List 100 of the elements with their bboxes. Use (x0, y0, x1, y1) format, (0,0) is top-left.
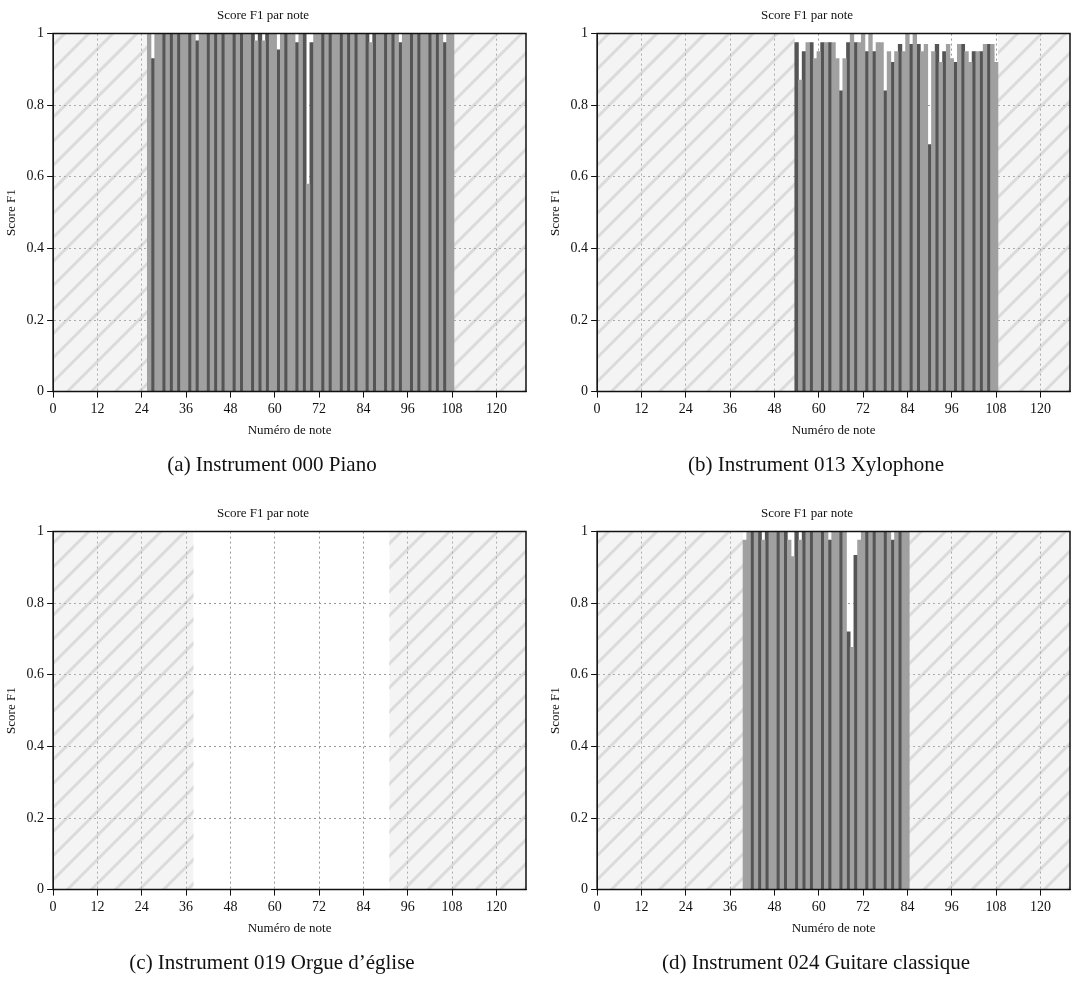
bar (379, 33, 385, 392)
x-tick-label: 120 (485, 400, 507, 416)
x-tick-label: 84 (900, 898, 915, 914)
bar (254, 40, 259, 392)
y-tick-label: 0.6 (570, 168, 589, 184)
x-tick-label: 72 (312, 400, 327, 416)
y-tick-label: 0.8 (26, 594, 45, 610)
bar (246, 33, 252, 392)
bar (342, 33, 348, 392)
x-tick-label: 12 (634, 898, 649, 914)
bar (805, 42, 810, 392)
x-tick-label: 24 (678, 400, 693, 416)
x-tick-label: 96 (400, 400, 415, 416)
bar (842, 58, 847, 392)
x-tick-label: 72 (856, 898, 871, 914)
x-tick-label: 120 (485, 898, 507, 914)
bar (894, 51, 899, 392)
y-axis-title: Score F1 (547, 687, 563, 734)
bar (257, 33, 263, 392)
bar (291, 33, 296, 392)
x-tick-label: 0 (593, 898, 601, 914)
bar (172, 33, 178, 392)
x-tick-label: 60 (811, 400, 826, 416)
x-tick-label: 96 (944, 898, 959, 914)
bar (938, 61, 943, 392)
x-tick-label: 0 (49, 898, 57, 914)
bar (982, 44, 988, 392)
bar (268, 33, 274, 392)
bar (798, 79, 803, 392)
bar (261, 40, 266, 392)
bar (335, 33, 340, 392)
bar (934, 44, 940, 392)
x-tick-label: 48 (767, 898, 782, 914)
bar (761, 539, 766, 890)
bar (394, 33, 399, 392)
x-tick-label: 84 (356, 898, 371, 914)
y-tick-label: 0 (581, 383, 589, 399)
bar (798, 539, 803, 890)
x-tick-label: 96 (400, 898, 415, 914)
x-tick-label: 36 (723, 898, 738, 914)
bar (801, 531, 807, 890)
x-tick-label: 0 (49, 400, 57, 416)
y-tick-label: 0.6 (26, 168, 45, 184)
y-tick-label: 0.4 (26, 240, 45, 256)
bar (165, 33, 170, 392)
bar (868, 531, 873, 890)
x-tick-label: 108 (985, 898, 1007, 914)
y-tick-label: 1 (581, 523, 589, 539)
bar (412, 33, 418, 392)
bar (812, 531, 818, 890)
x-tick-label: 108 (441, 898, 463, 914)
bar (438, 33, 444, 392)
bar (787, 539, 792, 890)
x-tick-label: 120 (1029, 898, 1051, 914)
bar (387, 33, 392, 392)
bar (801, 51, 807, 392)
x-tick-label: 108 (441, 400, 463, 416)
x-tick-label: 84 (900, 400, 915, 416)
x-tick-label: 72 (312, 898, 327, 914)
bar (209, 33, 215, 392)
text: (d) Instrument 024 Guitare classique (661, 950, 971, 975)
y-tick-label: 0.6 (570, 666, 589, 682)
chart-title: Score F1 par note (216, 505, 310, 521)
bar (975, 51, 980, 392)
x-tick-label: 36 (179, 898, 194, 914)
y-axis-title: Score F1 (3, 687, 19, 734)
bar (350, 33, 355, 392)
bar (835, 531, 840, 890)
x-axis-title: Numéro de note (791, 421, 876, 437)
bar (879, 42, 884, 392)
y-tick-label: 0.6 (26, 666, 45, 682)
x-tick-label: 96 (944, 400, 959, 416)
x-tick-label: 84 (356, 400, 371, 416)
x-tick-label: 60 (811, 898, 826, 914)
x-tick-label: 60 (267, 898, 282, 914)
bar (879, 531, 884, 890)
x-tick-label: 36 (723, 400, 738, 416)
y-tick-label: 0.2 (570, 311, 589, 327)
bar (313, 33, 318, 392)
y-tick-label: 0.8 (570, 594, 589, 610)
bar (886, 531, 892, 890)
y-tick-label: 0 (37, 881, 45, 897)
x-tick-label: 36 (179, 400, 194, 416)
y-tick-label: 1 (37, 25, 45, 41)
x-tick-label: 12 (634, 400, 649, 416)
text: (a) Instrument 000 Piano (166, 452, 378, 477)
text: (c) Instrument 019 Orgue d’église (128, 950, 416, 975)
y-tick-label: 0.4 (26, 738, 45, 754)
y-tick-label: 0 (37, 383, 45, 399)
x-tick-label: 24 (134, 898, 149, 914)
bar (324, 33, 329, 392)
y-tick-label: 0.4 (570, 738, 589, 754)
x-tick-label: 12 (90, 898, 105, 914)
bar (305, 183, 311, 392)
bar (794, 42, 799, 392)
y-tick-label: 0.8 (570, 96, 589, 112)
bar (191, 33, 196, 392)
bar (956, 44, 962, 392)
y-axis-title: Score F1 (547, 189, 563, 236)
y-tick-label: 1 (581, 25, 589, 41)
